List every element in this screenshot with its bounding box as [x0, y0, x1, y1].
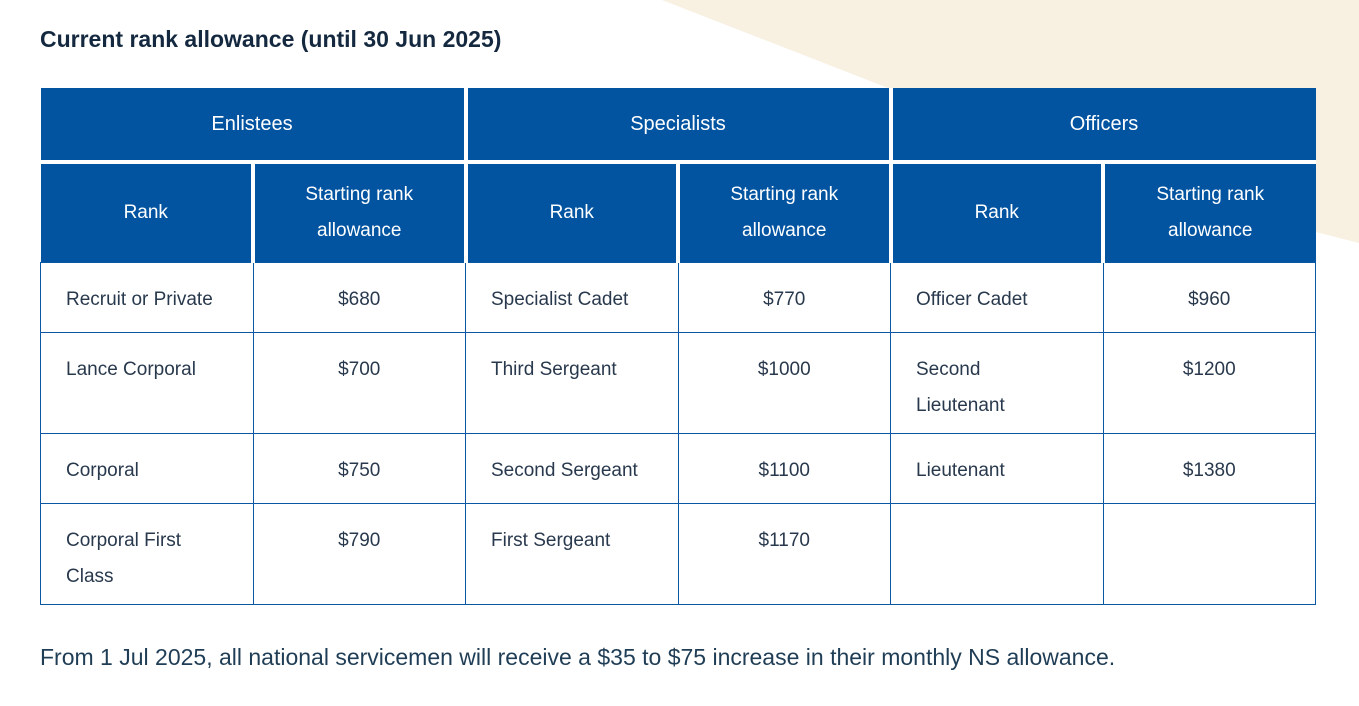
cell-allowance: $1100	[677, 432, 891, 504]
cell-rank: Specialist Cadet	[465, 261, 679, 333]
cell-allowance: $750	[252, 432, 466, 504]
cell-allowance: $700	[252, 331, 466, 434]
cell-rank: First Sergeant	[465, 502, 679, 605]
group-header-enlistees: Enlistees	[40, 88, 468, 164]
cell-rank	[890, 502, 1104, 605]
col-header-allowance: Starting rank allowance	[1101, 160, 1316, 262]
cell-rank: Second Sergeant	[465, 432, 679, 504]
col-header-allowance: Starting rank allowance	[251, 160, 468, 262]
cell-allowance: $770	[677, 261, 891, 333]
cell-rank: Recruit or Private	[40, 261, 254, 333]
col-header-rank: Rank	[463, 160, 680, 262]
cell-rank: Corporal First Class	[40, 502, 254, 605]
col-header-rank: Rank	[888, 160, 1105, 262]
rank-allowance-table: Enlistees Specialists Officers Rank Star…	[40, 88, 1316, 605]
col-header-rank: Rank	[40, 160, 255, 262]
cell-rank: Lance Corporal	[40, 331, 254, 434]
cell-allowance: $960	[1102, 261, 1316, 333]
group-header-specialists: Specialists	[463, 88, 893, 164]
table-row: Corporal First Class $790 First Sergeant…	[40, 502, 1316, 605]
cell-allowance: $1380	[1102, 432, 1316, 504]
cell-rank: Corporal	[40, 432, 254, 504]
table-row: Corporal $750 Second Sergeant $1100 Lieu…	[40, 432, 1316, 504]
cell-allowance: $1200	[1102, 331, 1316, 434]
table-row: Lance Corporal $700 Third Sergeant $1000…	[40, 331, 1316, 434]
cell-allowance: $680	[252, 261, 466, 333]
group-header-officers: Officers	[888, 88, 1316, 164]
table-row: Recruit or Private $680 Specialist Cadet…	[40, 261, 1316, 333]
cell-rank: Lieutenant	[890, 432, 1104, 504]
cell-rank: Second Lieutenant	[890, 331, 1104, 434]
cell-allowance	[1102, 502, 1316, 605]
cell-rank: Third Sergeant	[465, 331, 679, 434]
col-header-allowance: Starting rank allowance	[676, 160, 893, 262]
cell-allowance: $1170	[677, 502, 891, 605]
cell-allowance: $790	[252, 502, 466, 605]
page-title: Current rank allowance (until 30 Jun 202…	[40, 26, 502, 52]
cell-rank: Officer Cadet	[890, 261, 1104, 333]
cell-allowance: $1000	[677, 331, 891, 434]
group-header-row: Enlistees Specialists Officers	[40, 88, 1316, 164]
footer-note: From 1 Jul 2025, all national servicemen…	[40, 644, 1116, 670]
column-header-row: Rank Starting rank allowance Rank Starti…	[40, 160, 1316, 262]
